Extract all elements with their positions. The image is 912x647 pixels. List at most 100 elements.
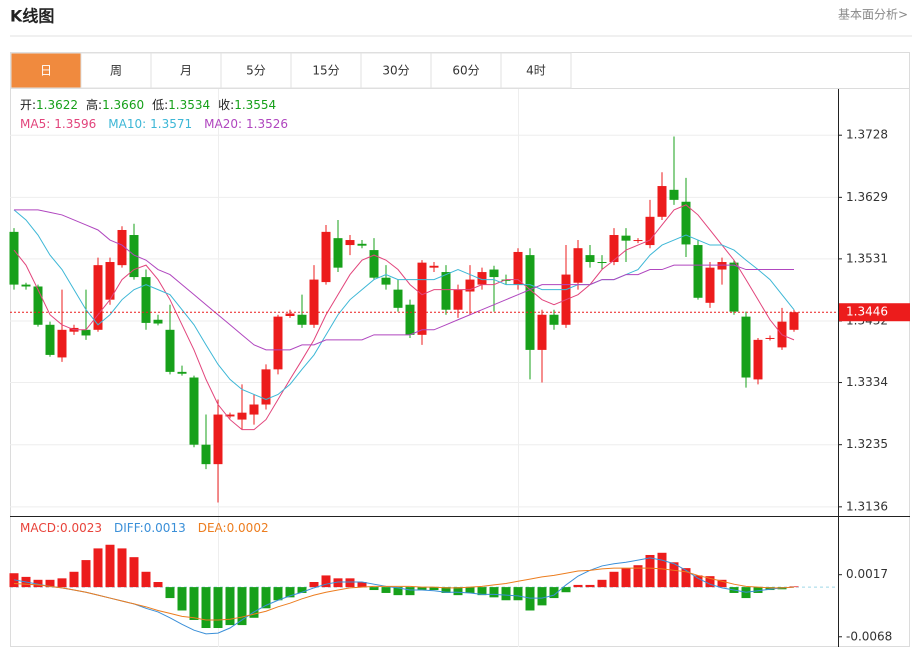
macd-bar <box>537 587 547 606</box>
y-tick-label: 0.0017 <box>846 567 888 581</box>
macd-bar <box>477 587 487 596</box>
candle-body <box>741 316 751 378</box>
macd-bar <box>525 587 535 611</box>
legend-value: 1.3596 <box>54 117 96 131</box>
tab-label[interactable]: 月 <box>180 64 192 78</box>
chart-frame <box>10 52 910 647</box>
macd-bar <box>765 587 775 591</box>
macd-bar <box>321 575 331 588</box>
candle-body <box>141 277 151 323</box>
readout-value: 1.3660 <box>102 98 144 112</box>
readout-label: 低: <box>152 98 168 112</box>
candle-body <box>573 248 583 283</box>
candle-body <box>765 337 775 339</box>
candle-body <box>597 262 607 264</box>
legend-value: 1.3571 <box>150 117 192 131</box>
tab-label[interactable]: 4时 <box>526 64 546 78</box>
candle-body <box>309 279 319 325</box>
macd-bar <box>405 587 415 596</box>
ohlc-readout: 开:1.3622 高:1.3660 低:1.3534 收:1.3554 <box>20 97 276 112</box>
ma-legend: MA5: 1.3596 MA10: 1.3571 MA20: 1.3526 <box>20 117 288 131</box>
macd-bar <box>249 587 259 618</box>
macd-bar <box>273 587 283 601</box>
candle-body <box>45 324 55 355</box>
candle-body <box>429 265 439 268</box>
legend-name: MA10: <box>108 117 146 131</box>
candle-body <box>201 444 211 465</box>
candle-body <box>489 269 499 278</box>
macd-bar <box>237 587 247 626</box>
candle-body <box>117 229 127 266</box>
tab-label[interactable]: 15分 <box>312 64 339 78</box>
macd-bar <box>381 587 391 593</box>
candle-body <box>465 279 475 292</box>
candle-body <box>165 329 175 372</box>
macd-bar <box>369 587 379 591</box>
macd-bar <box>657 552 667 588</box>
candle-body <box>21 284 31 287</box>
tab[interactable] <box>430 52 502 89</box>
candle-body <box>621 235 631 241</box>
y-tick-label: 1.3531 <box>846 251 888 265</box>
legend-name: MA5: <box>20 117 50 131</box>
candle-body <box>285 313 295 316</box>
macd-bar <box>33 579 43 588</box>
tab[interactable] <box>10 52 82 89</box>
candle-body <box>789 312 799 330</box>
tab[interactable] <box>500 52 572 89</box>
readout-label: 收: <box>218 98 234 112</box>
tab-bar: 日 周 月 5分 15分 30分 60分 4时 <box>10 52 572 89</box>
y-tick-label: 1.3136 <box>846 499 888 513</box>
macd-bar <box>501 587 511 601</box>
candle-body <box>501 279 511 281</box>
candle-body <box>33 286 43 325</box>
macd-bar <box>153 582 163 588</box>
candle-body <box>513 251 523 285</box>
macd-bar <box>717 579 727 588</box>
candle-body <box>693 245 703 298</box>
candle-body <box>357 243 367 246</box>
candle-body <box>213 414 223 465</box>
legend-value: 0.0002 <box>227 521 269 535</box>
macd-bar <box>393 587 403 596</box>
macd-bar <box>213 587 223 629</box>
macd-bar <box>489 587 499 598</box>
legend-value: 0.0023 <box>60 521 102 535</box>
macd-bar <box>513 587 523 601</box>
y-tick-label: 1.3728 <box>846 128 888 142</box>
tab-label[interactable]: 5分 <box>246 64 266 78</box>
candle-body <box>645 216 655 246</box>
candle-body <box>753 339 763 380</box>
candle-body <box>441 272 451 310</box>
candle-body <box>9 231 19 285</box>
macd-bar <box>285 587 295 598</box>
readout-label: 高: <box>86 97 102 112</box>
macd-bar <box>201 587 211 629</box>
last-price-label: 1.3446 <box>846 305 888 319</box>
candle-body <box>525 255 535 350</box>
readout-value: 1.3534 <box>168 98 210 112</box>
candle-body <box>537 314 547 350</box>
candle-body <box>105 262 115 300</box>
tab-label[interactable]: 周 <box>110 64 122 78</box>
readout-value: 1.3554 <box>234 98 276 112</box>
macd-bar <box>357 582 367 588</box>
macd-bar <box>165 587 175 599</box>
macd-bar <box>93 548 103 588</box>
fundamentals-link[interactable]: 基本面分析> <box>838 8 908 22</box>
tab-label[interactable]: 30分 <box>382 64 409 78</box>
tab[interactable] <box>290 52 362 89</box>
macd-bar <box>429 587 439 591</box>
tab-label[interactable]: 60分 <box>452 64 479 78</box>
macd-bar <box>465 587 475 593</box>
tab[interactable] <box>360 52 432 89</box>
tab-label[interactable]: 日 <box>40 64 52 78</box>
candle-body <box>237 412 247 420</box>
candle-body <box>249 404 259 415</box>
candle-body <box>261 369 271 405</box>
candle-body <box>585 255 595 263</box>
macd-bar <box>753 587 763 593</box>
legend-name: DEA: <box>198 521 227 535</box>
tab[interactable] <box>220 52 292 89</box>
